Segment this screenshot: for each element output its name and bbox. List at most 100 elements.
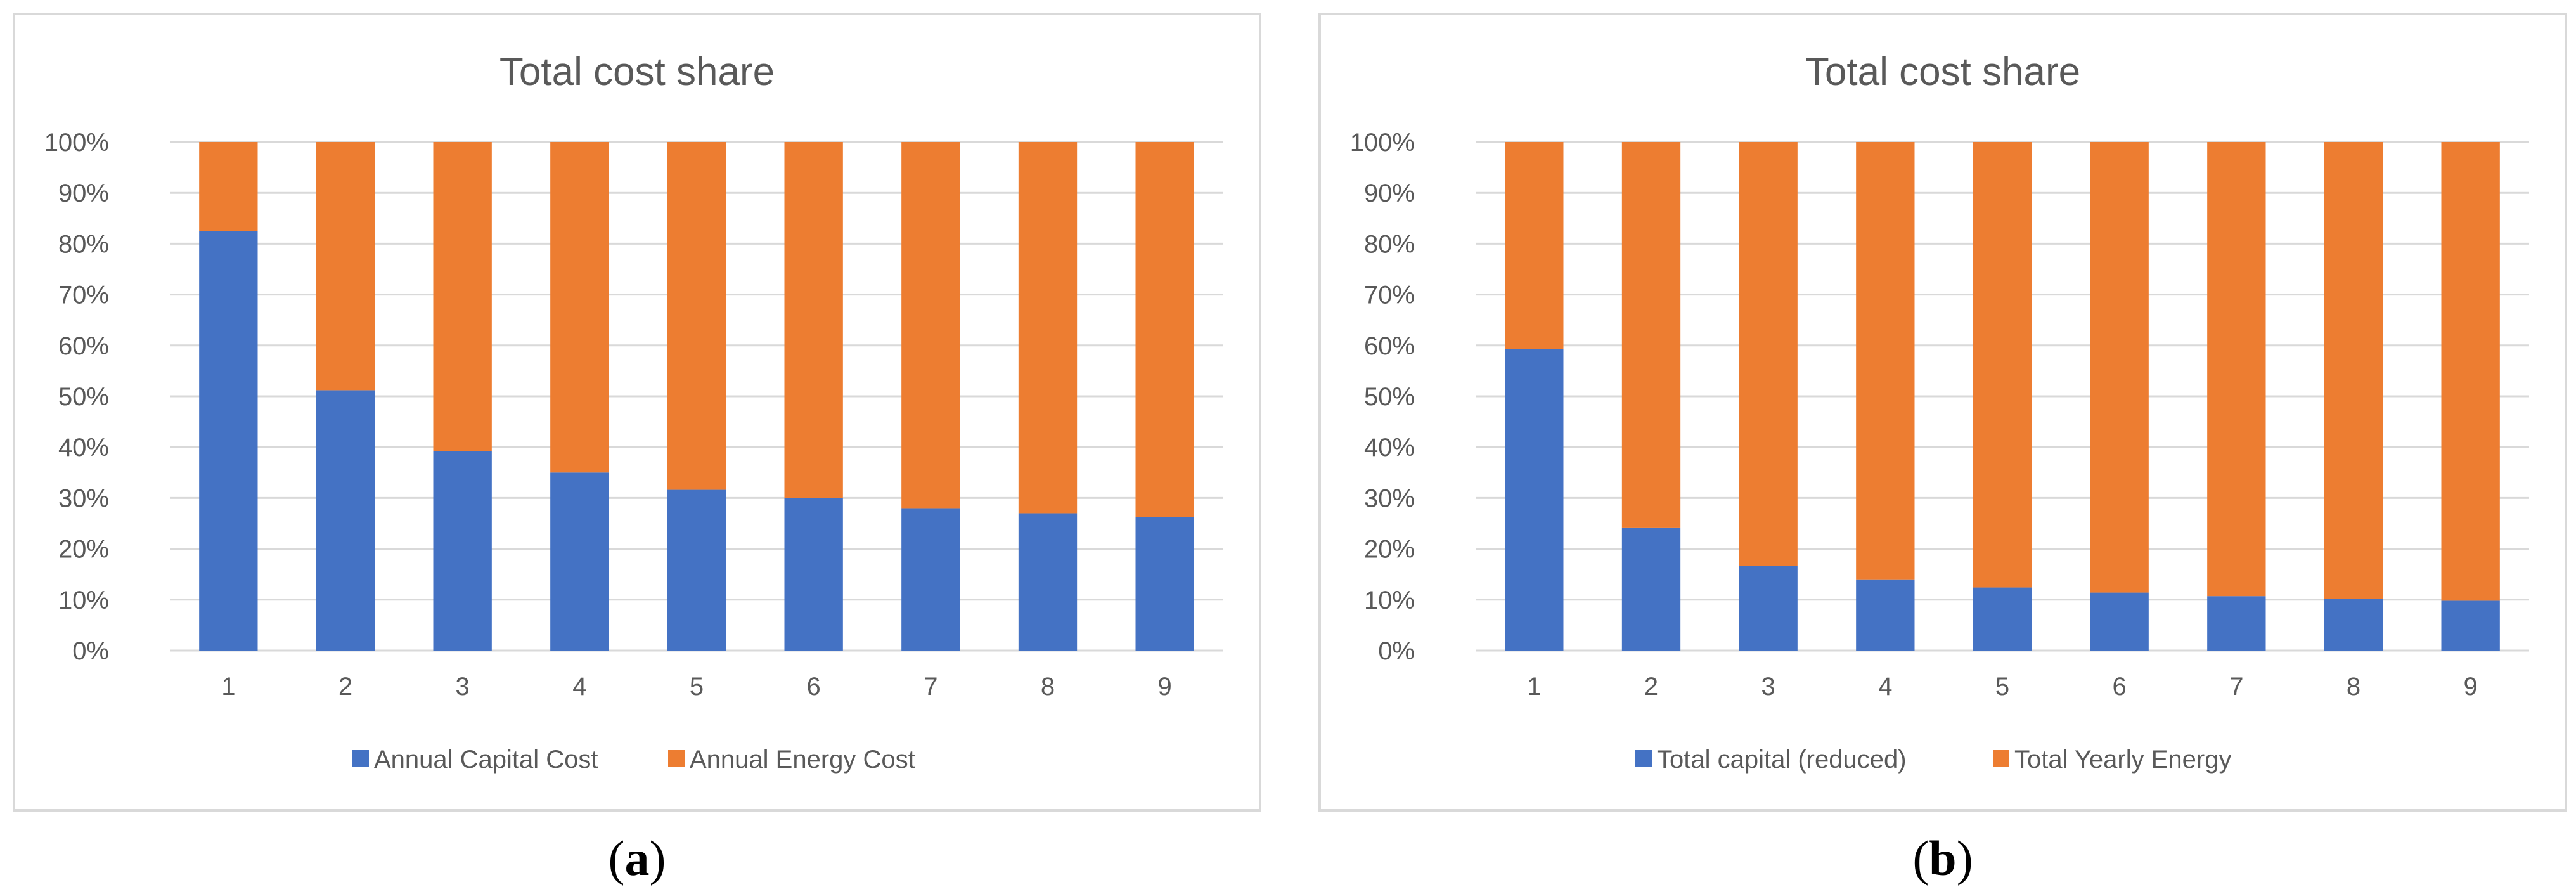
chart-a-bar-capital-5 [667,489,726,651]
chart-a-x-tick-label: 4 [572,673,586,701]
chart-b-bar-capital-5 [1973,587,2032,651]
chart-b-legend-label-energy: Total Yearly Energy [2014,746,2231,774]
chart-a-x-tick-label: 7 [924,673,937,701]
chart-a-bar-capital-6 [784,498,843,651]
chart-a-bar-energy-7 [901,142,960,509]
chart-b-bar-energy-3 [1739,142,1798,566]
chart-a-x-tick-label: 2 [338,673,352,701]
chart-a-bar-capital-9 [1135,517,1194,651]
chart-b-x-tick-label: 9 [2464,673,2478,701]
chart-a-y-tick-label: 40% [58,434,109,462]
chart-b-x-tick-label: 7 [2229,673,2243,701]
chart-a-title: Total cost share [499,50,775,94]
chart-b-x-tick-label: 3 [1761,673,1775,701]
chart-panel-a: Total cost share 0%10%20%30%40%50%60%70%… [13,13,1261,812]
chart-b-title: Total cost share [1805,50,2080,94]
chart-b-y-tick-label: 20% [1364,536,1415,564]
chart-a-y-tick-label: 100% [44,129,109,157]
chart-b-y-tick-label: 70% [1364,282,1415,309]
chart-a-x-tick-label: 8 [1041,673,1055,701]
chart-a-y-tick-label: 50% [58,383,109,411]
panel-caption-a-letter: a [625,831,650,886]
chart-b-bar-capital-8 [2324,599,2383,651]
chart-a-y-tick-label: 20% [58,536,109,564]
chart-a-legend: Annual Capital Cost Annual Energy Cost [352,746,915,774]
chart-a-bar-energy-1 [199,142,258,231]
chart-a-bar-energy-9 [1135,142,1194,517]
chart-a-legend-label-capital: Annual Capital Cost [374,746,598,774]
chart-b-x-axis: 1 2 3 4 5 6 7 8 9 [1527,673,2478,701]
chart-a-bar-capital-4 [550,472,609,651]
chart-b-bar-energy-8 [2324,142,2383,599]
chart-b-bar-capital-2 [1621,527,1681,651]
chart-a-x-axis: 1 2 3 4 5 6 7 8 9 [221,673,1172,701]
chart-b-bar-energy-5 [1973,142,2032,588]
chart-a-bar-energy-4 [550,142,609,473]
chart-b-x-tick-label: 2 [1644,673,1658,701]
chart-a-bar-capital-3 [433,451,492,651]
chart-a-bar-energy-5 [667,142,726,490]
chart-b-legend-swatch-energy [1993,750,2009,767]
chart-b-bar-energy-1 [1505,142,1564,349]
chart-b-bar-energy-9 [2441,142,2500,601]
chart-a-bar-capital-1 [199,231,258,651]
panel-caption-a: (a) [609,831,666,886]
chart-a-bars [199,142,1194,651]
chart-b-bar-capital-9 [2441,600,2500,651]
chart-a-bar-capital-8 [1018,513,1078,651]
chart-b-y-tick-label: 100% [1350,129,1415,157]
chart-b-x-tick-label: 4 [1878,673,1892,701]
chart-b-y-tick-label: 30% [1364,484,1415,512]
chart-a-bar-energy-3 [433,142,492,451]
chart-b-bar-capital-4 [1856,579,1915,651]
chart-b-legend: Total capital (reduced) Total Yearly Ene… [1635,746,2231,774]
chart-b-y-tick-label: 0% [1378,637,1415,665]
chart-b-y-tick-label: 10% [1364,586,1415,614]
chart-a-x-tick-label: 6 [807,673,821,701]
chart-b-bar-capital-7 [2207,596,2266,651]
chart-b-y-tick-label: 80% [1364,230,1415,258]
chart-b-bar-capital-6 [2090,592,2149,651]
chart-a-x-tick-label: 9 [1158,673,1172,701]
chart-b-x-tick-label: 5 [1995,673,2009,701]
chart-b-bar-capital-1 [1505,349,1564,651]
chart-b-x-tick-label: 1 [1527,673,1541,701]
chart-b-legend-label-capital: Total capital (reduced) [1657,746,1907,774]
panel-caption-b: (b) [1912,831,1973,886]
chart-a-y-tick-label: 0% [72,637,109,665]
chart-b-y-tick-label: 90% [1364,179,1415,207]
chart-b-bar-energy-6 [2090,142,2149,593]
chart-a-x-tick-label: 1 [221,673,235,701]
chart-b-bar-energy-4 [1856,142,1915,580]
chart-a-bar-energy-6 [784,142,843,498]
chart-b-bar-energy-7 [2207,142,2266,597]
chart-a-legend-swatch-energy [668,750,685,767]
chart-b-y-axis: 0% 10% 20% 30% 40% 50% 60% 70% 80% 90% 100% [1350,129,1415,665]
chart-b-legend-swatch-capital [1635,750,1652,767]
chart-a-bar-energy-8 [1018,142,1078,514]
chart-a-legend-swatch-capital [352,750,369,767]
chart-panel-b: Total cost share 0%10%20%30%40%50%60%70%… [1318,13,2567,812]
chart-a-y-tick-label: 70% [58,282,109,309]
chart-b-y-tick-label: 50% [1364,383,1415,411]
chart-a-x-tick-label: 5 [690,673,704,701]
chart-b-y-tick-label: 60% [1364,332,1415,360]
chart-a-y-tick-label: 80% [58,230,109,258]
chart-a-y-tick-label: 60% [58,332,109,360]
chart-a-bar-capital-2 [316,390,375,651]
panel-caption-b-letter: b [1929,831,1956,886]
chart-a-bar-capital-7 [901,508,960,651]
chart-a-y-axis: 0% 10% 20% 30% 40% 50% 60% 70% 80% 90% 100% [44,129,109,665]
chart-b-bar-energy-2 [1621,142,1681,528]
chart-a-x-tick-label: 3 [456,673,470,701]
chart-b-bar-capital-3 [1739,566,1798,651]
chart-a-bar-energy-2 [316,142,375,391]
chart-b-x-tick-label: 6 [2113,673,2127,701]
chart-a-y-tick-label: 10% [58,586,109,614]
chart-b-x-tick-label: 8 [2347,673,2360,701]
chart-a-legend-label-energy: Annual Energy Cost [690,746,915,774]
chart-a-y-tick-label: 90% [58,179,109,207]
chart-a-y-tick-label: 30% [58,484,109,512]
chart-b-bars [1505,142,2500,651]
